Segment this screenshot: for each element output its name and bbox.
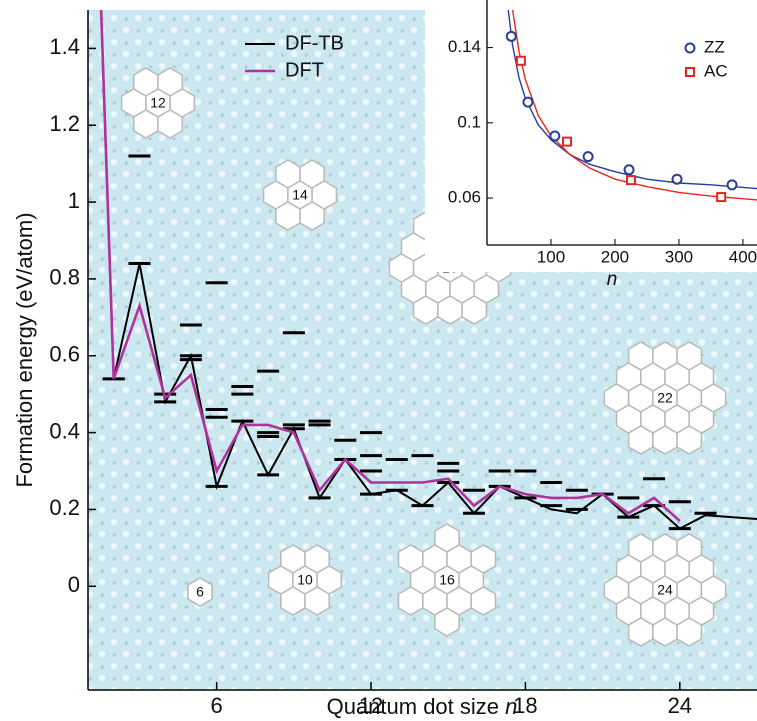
hexagon (434, 607, 460, 637)
series-line (99, 10, 681, 522)
hexagon (437, 295, 463, 325)
y-tick-label: 0.2 (49, 495, 80, 520)
molecule: 10 (267, 544, 343, 616)
legend-label: DF-TB (285, 32, 344, 54)
molecule: 12 (120, 67, 196, 139)
hexagon (470, 586, 497, 616)
marker (623, 164, 635, 176)
y-tick-label: 1.2 (49, 111, 80, 136)
molecule-label: 14 (292, 187, 308, 203)
legend-marker (684, 42, 696, 54)
molecule-label: 24 (657, 582, 673, 598)
inset-x-label: n (607, 269, 618, 290)
main-plot: 0 0.2 0.4 0.6 0.8 1 1.2 1.4 6 12 18 24 DF-TB DFT (49, 10, 757, 718)
x-tick-label: 6 (211, 693, 223, 718)
y-tick-label: 1 (68, 188, 80, 213)
marker (625, 175, 636, 186)
molecule: 6 (187, 577, 213, 607)
marker (726, 179, 738, 191)
marker (549, 130, 561, 142)
hexagon (652, 425, 678, 455)
inset-x-tick-label: 100 (537, 247, 565, 266)
hexagon (275, 201, 301, 231)
molecule: 16 (397, 523, 497, 637)
molecule-label: 16 (439, 572, 455, 588)
inset-x-tick-label: 300 (665, 247, 693, 266)
hexagon (299, 201, 325, 231)
legend-label: DFT (285, 59, 324, 81)
marker (515, 55, 526, 66)
y-tick-label: 0.8 (49, 265, 80, 290)
legend-label: ZZ (704, 37, 725, 56)
legend-marker (685, 67, 695, 77)
hexagon (157, 109, 183, 139)
hexagon (397, 586, 424, 616)
inset-background (425, 0, 757, 272)
series-line (100, 10, 757, 530)
hexagon (461, 295, 488, 325)
inset-marks (505, 10, 757, 203)
inset-y-tick-label: 0.14 (448, 37, 481, 56)
y-tick-label: 0.4 (49, 418, 80, 443)
molecule: 14 (262, 159, 338, 231)
x-tick-label: 24 (668, 693, 692, 718)
inset-x-tick-label: 400 (729, 247, 757, 266)
x-axis-label: Quantum dot size n (327, 694, 518, 719)
x-axis-label-text: Quantum dot size (327, 694, 499, 719)
hexagon (676, 425, 703, 455)
marker (522, 96, 534, 108)
hexagon (187, 577, 213, 607)
x-tick-label: 12 (359, 693, 383, 718)
y-tick-label: 0.6 (49, 342, 80, 367)
inset-y-tick-label: 0.06 (448, 187, 481, 206)
hexagon (412, 295, 439, 325)
molecule-label: 6 (196, 584, 204, 600)
y-tick-label: 1.4 (49, 34, 80, 59)
marker (582, 151, 594, 163)
inset-x-tick-label: 200 (601, 247, 629, 266)
y-axis-label: Formation energy (eV/atom) (12, 212, 37, 487)
annotations: 121420226101624 (120, 67, 727, 647)
hexagon (676, 617, 703, 647)
marker (671, 173, 683, 185)
x-tick-label: 18 (513, 693, 537, 718)
fit-curve (511, 10, 757, 201)
x-axis-label-var: n (505, 694, 517, 719)
plot-lines (99, 10, 757, 531)
marker (716, 192, 727, 203)
legend-label: AC (704, 61, 728, 80)
molecule-label: 22 (657, 390, 673, 406)
molecule: 24 (603, 533, 727, 647)
molecule-label: 12 (150, 95, 166, 111)
marker (561, 136, 572, 147)
hexagon (627, 617, 654, 647)
molecule-label: 10 (297, 572, 313, 588)
inset-plot: 0.06 0.1 0.14 100 200 300 400 n ZZ AC (448, 0, 757, 290)
hexagon (133, 109, 159, 139)
inset-y-tick-label: 0.1 (457, 112, 481, 131)
hexagon (627, 425, 654, 455)
hexagon (652, 617, 678, 647)
hexagon (280, 586, 306, 616)
molecule: 22 (603, 341, 727, 455)
marker (505, 30, 517, 42)
y-tick-label: 0 (68, 572, 80, 597)
hexagon (304, 586, 330, 616)
